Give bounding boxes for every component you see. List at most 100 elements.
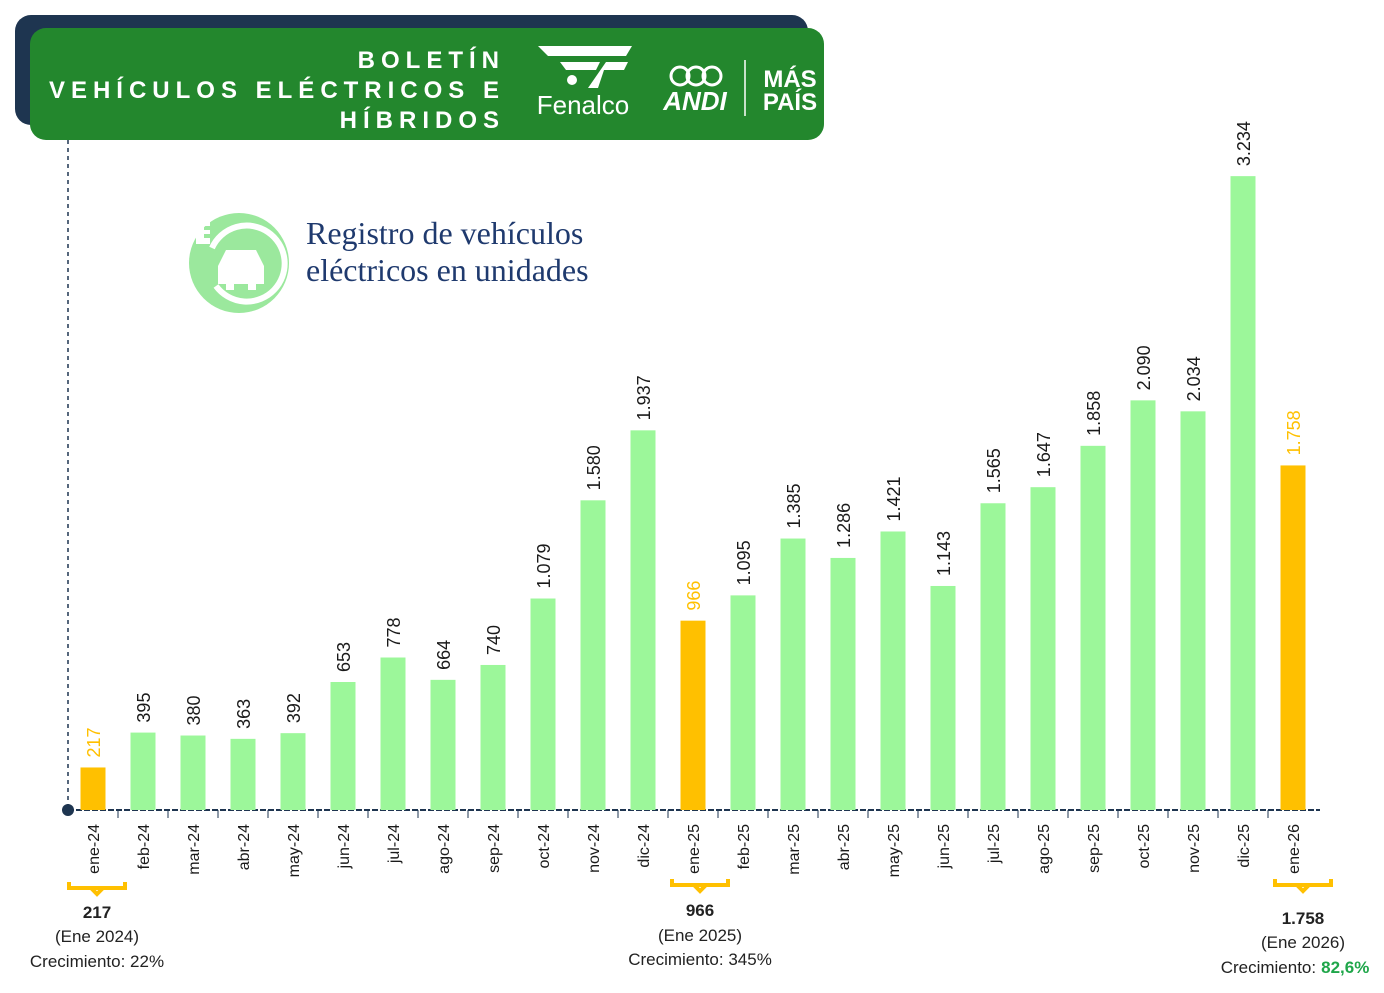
bar — [180, 735, 206, 810]
andi-mark — [701, 65, 723, 87]
ev-icon-car — [218, 250, 264, 290]
bar — [980, 503, 1006, 810]
bracket — [670, 879, 730, 894]
value-label: 1.580 — [584, 445, 604, 490]
subtitle: eléctricos en unidades — [306, 252, 589, 288]
x-tick-label: nov-25 — [1186, 824, 1203, 873]
x-tick-label: jul-24 — [386, 824, 403, 864]
bar — [630, 430, 656, 810]
x-tick-label: abr-25 — [836, 824, 853, 870]
logo: PAÍS — [763, 88, 817, 116]
bar — [530, 598, 556, 810]
value-label: 3.234 — [1234, 121, 1254, 166]
value-label: 653 — [334, 642, 354, 672]
bar — [130, 732, 156, 810]
x-tick-label: dic-24 — [636, 824, 653, 868]
value-label: 664 — [434, 640, 454, 670]
axis-dot — [62, 804, 74, 816]
annotation-value: 217 — [83, 903, 111, 922]
x-tick-label: feb-24 — [136, 824, 153, 869]
x-tick-label: ene-24 — [86, 824, 103, 874]
header-title: VEHÍCULOS ELÉCTRICOS E — [49, 76, 505, 104]
bar — [380, 657, 406, 810]
x-tick-label: sep-25 — [1086, 824, 1103, 873]
bar — [80, 767, 106, 810]
bar — [580, 500, 606, 810]
value-label: 1.937 — [634, 375, 654, 420]
value-label: 1.565 — [984, 448, 1004, 493]
bar — [230, 738, 256, 810]
value-label: 1.758 — [1284, 410, 1304, 455]
fenalco-mark — [538, 46, 632, 88]
annotation-value: 1.758 — [1282, 909, 1325, 928]
x-tick-label: may-25 — [886, 824, 903, 877]
x-tick-label: ago-24 — [436, 824, 453, 874]
bracket — [67, 882, 127, 897]
bar — [1030, 487, 1056, 810]
x-tick-label: mar-24 — [186, 824, 203, 875]
ev-icon-plug — [196, 222, 210, 244]
annotation-period: (Ene 2024) — [55, 927, 139, 946]
annotation-value: 966 — [686, 901, 714, 920]
value-label: 1.647 — [1034, 432, 1054, 477]
logo: ANDI — [662, 86, 727, 116]
x-tick-label: mar-25 — [786, 824, 803, 875]
logo: Fenalco — [537, 90, 630, 120]
value-label: 363 — [234, 699, 254, 729]
value-label: 392 — [284, 693, 304, 723]
x-tick-label: nov-24 — [586, 824, 603, 873]
bracket — [1273, 879, 1333, 894]
bar — [1130, 400, 1156, 810]
value-label: 1.079 — [534, 543, 554, 588]
ev-icon-ring — [209, 222, 288, 305]
bar — [730, 595, 756, 810]
bar — [1280, 465, 1306, 810]
x-tick-label: oct-24 — [536, 824, 553, 869]
value-label: 1.385 — [784, 483, 804, 528]
x-tick-label: sep-24 — [486, 824, 503, 873]
x-tick-label: jul-25 — [986, 824, 1003, 864]
fenalco-dot — [567, 75, 577, 85]
x-tick-label: jun-24 — [336, 824, 353, 870]
bar — [330, 682, 356, 810]
bar — [480, 664, 506, 810]
annotation-growth: Crecimiento: 82,6% — [1221, 958, 1370, 977]
bar — [1230, 176, 1256, 811]
annotation-growth: Crecimiento: 22% — [30, 952, 164, 971]
logo: MÁS — [763, 65, 816, 93]
annotation-growth: Crecimiento: 345% — [628, 950, 772, 969]
andi-mark — [685, 65, 707, 87]
value-label: 1.858 — [1084, 391, 1104, 436]
value-label: 966 — [684, 581, 704, 611]
value-label: 1.143 — [934, 531, 954, 576]
bar — [880, 531, 906, 810]
x-tick-label: ene-25 — [686, 824, 703, 874]
bar — [1080, 445, 1106, 810]
growth-text: Crecimiento: — [1221, 958, 1316, 977]
value-label: 1.286 — [834, 503, 854, 548]
x-tick-label: abr-24 — [236, 824, 253, 870]
value-label: 778 — [384, 617, 404, 647]
value-label: 1.095 — [734, 540, 754, 585]
annotation-period: (Ene 2025) — [658, 926, 742, 945]
header-title: HÍBRIDOS — [340, 106, 505, 134]
header-title: BOLETÍN — [358, 46, 505, 74]
bar — [430, 679, 456, 810]
x-tick-label: jun-25 — [936, 824, 953, 870]
x-tick-label: ene-26 — [1286, 824, 1303, 874]
value-label: 380 — [184, 695, 204, 725]
bar — [830, 557, 856, 810]
x-tick-label: ago-25 — [1036, 824, 1053, 874]
x-tick-label: feb-25 — [736, 824, 753, 869]
bar — [930, 585, 956, 810]
growth-text: Crecimiento: 345% — [628, 950, 772, 969]
subtitle: Registro de vehículos — [306, 215, 583, 251]
bar — [780, 538, 806, 810]
growth-value: 82,6% — [1321, 958, 1369, 977]
value-label: 2.034 — [1184, 356, 1204, 401]
bar — [1180, 411, 1206, 810]
value-label: 1.421 — [884, 476, 904, 521]
growth-text: Crecimiento: 22% — [30, 952, 164, 971]
bar — [280, 733, 306, 810]
